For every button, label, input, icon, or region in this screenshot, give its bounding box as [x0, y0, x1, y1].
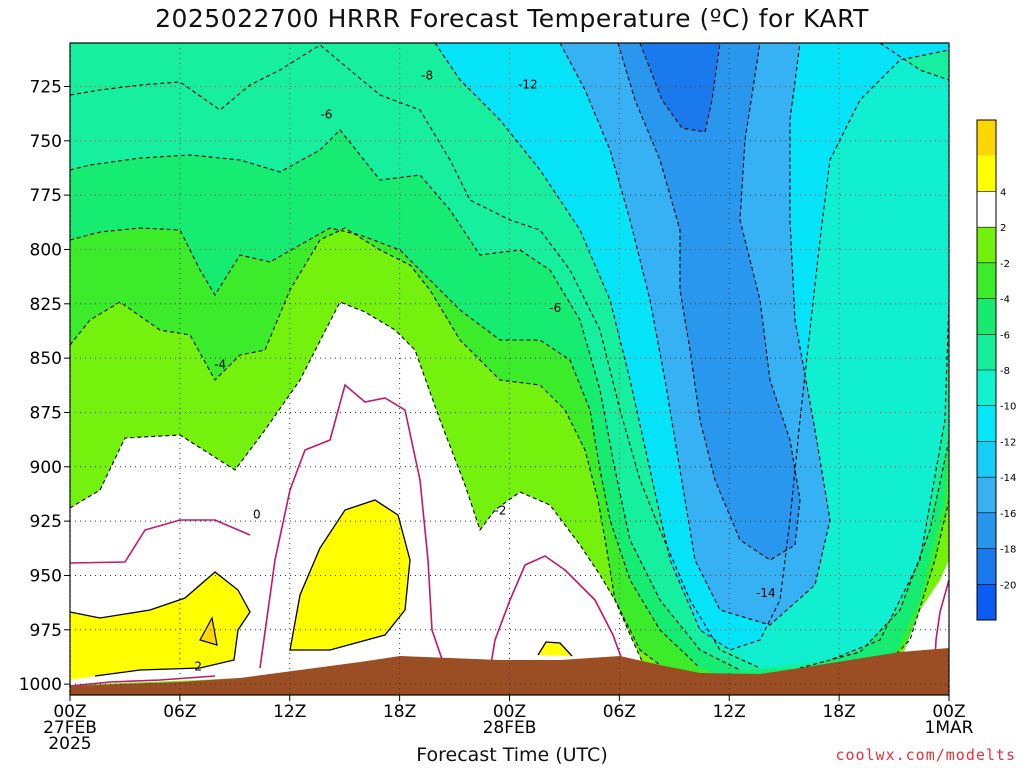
contour-label: -8 — [421, 69, 433, 83]
colorbar-swatch — [977, 405, 996, 442]
y-tick-label: 925 — [30, 512, 62, 532]
credit-text: coolwx.com/modelts — [835, 746, 1016, 764]
two-contour-small — [537, 641, 573, 657]
y-tick-label: 975 — [30, 621, 62, 641]
two-contour-left — [70, 571, 251, 677]
field-minus16 — [618, 43, 800, 560]
y-tick-label: 775 — [30, 186, 62, 206]
contour-label: -14 — [756, 586, 776, 600]
y-tick-label: 850 — [30, 349, 62, 369]
grid-lines — [69, 43, 950, 695]
colorbar-swatch — [977, 477, 996, 513]
colorbar-swatch — [977, 262, 996, 299]
colorbar-swatch — [977, 512, 996, 549]
x-tick-label: 12Z — [273, 702, 306, 722]
colorbar-label: -4 — [1000, 295, 1010, 306]
colorbar-label: -18 — [1000, 545, 1016, 556]
x-tick-label: 00Z — [53, 702, 86, 722]
y-axis: 725 750 775 800 825 850 875 900 925 950 975 1000 — [19, 77, 70, 695]
y-tick-label: 800 — [30, 240, 62, 260]
dashed-contours — [70, 43, 949, 681]
colorbar-swatch — [977, 155, 996, 192]
colorbar-swatch — [977, 441, 996, 478]
colorbar-label: 4 — [1000, 187, 1006, 198]
x-tick-label: 18Z — [822, 702, 855, 722]
x-tick-label: 27FEB — [43, 718, 97, 738]
colorbar-swatch — [977, 584, 996, 620]
colorbar-label: -14 — [1000, 473, 1016, 484]
contour-labels: -8 -12 -6 -6 -4 0 -2 -14 2 — [194, 69, 775, 674]
zero-contour-center — [259, 383, 446, 669]
field-yellow-left — [70, 572, 250, 680]
x-tick-label: 12Z — [713, 702, 746, 722]
contour-label: -2 — [494, 503, 506, 517]
y-tick-label: 725 — [30, 77, 62, 97]
colorbar-label: -6 — [1000, 330, 1010, 341]
x-tick-label: 06Z — [163, 702, 196, 722]
y-tick-label: 825 — [30, 295, 62, 315]
x-tick-label: 28FEB — [483, 718, 537, 738]
colorbar-swatch — [977, 298, 996, 335]
zero-contour-right — [489, 555, 626, 671]
y-tick-label: 1000 — [19, 675, 62, 695]
colorbar-label: -16 — [1000, 509, 1016, 520]
colorbar-swatch — [977, 227, 996, 263]
two-contour-inner — [199, 616, 218, 646]
contour-label: -6 — [549, 301, 561, 315]
colorbar-label: -10 — [1000, 402, 1016, 413]
colorbar-swatch — [977, 191, 996, 228]
field-yellow-small — [538, 642, 572, 656]
colorbar-swatch — [977, 334, 996, 370]
contour-label: -4 — [214, 358, 226, 372]
colorbar-swatch — [977, 120, 996, 156]
colorbar-label: -12 — [1000, 437, 1016, 448]
colorbar-label: -20 — [1000, 580, 1016, 591]
contour-label: 0 — [253, 508, 261, 522]
colorbar: -20 -18 -16 -14 -12 -10 -8 -6 -4 -2 2 4 — [976, 119, 1016, 621]
colorbar-label: -8 — [1000, 366, 1010, 377]
x-axis-label: Forecast Time (UTC) — [416, 744, 608, 766]
contour-label: -6 — [320, 108, 332, 122]
x-tick-label: 2025 — [48, 734, 91, 754]
chart-title: 2025022700 HRRR Forecast Temperature (ºC… — [155, 4, 869, 33]
x-tick-label: 1MAR — [925, 718, 974, 738]
zero-contour-left — [70, 519, 251, 564]
x-tick-label: 18Z — [383, 702, 416, 722]
y-tick-label: 950 — [30, 566, 62, 586]
x-tick-label: 00Z — [493, 702, 526, 722]
colorbar-label: 2 — [1000, 223, 1006, 234]
x-tick-label: 06Z — [603, 702, 636, 722]
contour-label: 2 — [194, 660, 202, 674]
x-tick-label: 00Z — [932, 702, 965, 722]
colorbar-label: -2 — [1000, 259, 1010, 270]
colorbar-swatch — [977, 370, 996, 406]
two-contour-center — [289, 499, 411, 651]
y-tick-label: 875 — [30, 403, 62, 423]
colorbar-swatch — [977, 548, 996, 585]
contour-label: -12 — [518, 77, 538, 91]
field-minus18 — [640, 43, 720, 132]
y-tick-label: 750 — [30, 132, 62, 152]
y-tick-label: 900 — [30, 458, 62, 478]
